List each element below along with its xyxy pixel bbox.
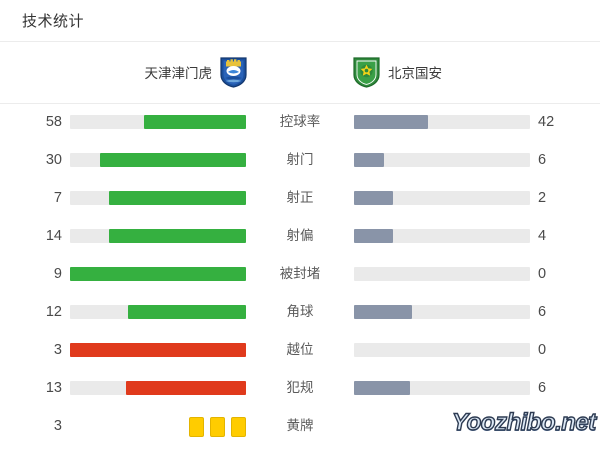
home-value: 3: [53, 418, 62, 434]
stat-label: 射门: [286, 152, 314, 167]
home-bar-track: [70, 343, 246, 357]
home-bar-track: [70, 115, 246, 129]
away-bar-fill: [354, 115, 428, 129]
home-bar-fill: [108, 191, 246, 205]
away-bar-fill: [354, 191, 393, 205]
away-value: 0: [538, 266, 547, 282]
stat-label: 被封堵: [279, 266, 321, 281]
away-bar-track: [354, 267, 530, 281]
teams-header: 天津津门虎 北京国安: [0, 41, 600, 103]
stat-row: 12 角球 6: [0, 293, 600, 331]
stat-label: 射偏: [286, 228, 314, 243]
home-team-name: 天津津门虎: [144, 66, 213, 81]
page-title: 技术统计: [22, 13, 85, 30]
home-bar-track: [70, 381, 246, 395]
away-bar-track: [354, 115, 530, 129]
home-value: 12: [45, 304, 62, 320]
home-bar-track: [70, 229, 246, 243]
home-value: 9: [53, 266, 62, 282]
yellow-card-icon: [231, 417, 246, 437]
away-value: 0: [538, 342, 547, 358]
home-bar-fill: [128, 305, 246, 319]
home-value: 13: [45, 380, 62, 396]
home-value: 30: [45, 152, 62, 168]
home-bar-track: [70, 191, 246, 205]
stat-row: 14 射偏 4: [0, 217, 600, 255]
away-team-name: 北京国安: [388, 66, 442, 81]
home-bar-fill: [70, 267, 246, 281]
away-value: 6: [538, 152, 547, 168]
stat-label: 黄牌: [286, 418, 314, 433]
away-bar-track: [354, 229, 530, 243]
blue-shield-crest-icon: [220, 57, 247, 88]
home-bar-track: [70, 153, 246, 167]
home-yellow-cards: [70, 417, 246, 437]
home-value: 3: [53, 342, 62, 358]
yellow-card-icon: [210, 417, 225, 437]
yellow-card-icon: [189, 417, 204, 437]
away-bar-track: [354, 381, 530, 395]
home-bar-track: [70, 267, 246, 281]
away-bar-fill: [354, 305, 413, 319]
away-value: 42: [538, 114, 555, 130]
home-bar-track: [70, 305, 246, 319]
header-divider: [0, 41, 600, 42]
stat-rows: 58 控球率 42 30 射门 6 7 射正 2 14 射偏 4 9 被封堵 0 12 角球 6 3 越位 0 13 犯规 6…: [0, 103, 600, 445]
stat-row: 58 控球率 42: [0, 103, 600, 141]
away-bar-track: [354, 305, 530, 319]
away-bar-track: [354, 191, 530, 205]
stat-row: 3 越位 0: [0, 331, 600, 369]
home-value: 7: [53, 190, 62, 206]
stat-label: 越位: [286, 342, 314, 357]
home-bar-fill: [108, 229, 246, 243]
stat-row: 30 射门 6: [0, 141, 600, 179]
away-value: 6: [538, 380, 547, 396]
away-value: 4: [538, 228, 547, 244]
stat-row: 9 被封堵 0: [0, 255, 600, 293]
away-bar-track: [354, 153, 530, 167]
home-bar-fill: [126, 381, 246, 395]
home-value: 58: [45, 114, 62, 130]
stat-label: 控球率: [279, 114, 321, 129]
home-bar-fill: [143, 115, 246, 129]
away-value: 2: [538, 190, 547, 206]
away-value: 6: [538, 304, 547, 320]
away-team[interactable]: 北京国安: [338, 41, 600, 103]
green-shield-crest-icon: [353, 57, 380, 88]
home-value: 14: [45, 228, 62, 244]
away-bar-fill: [354, 229, 393, 243]
away-bar-track: [354, 343, 530, 357]
home-bar-fill: [99, 153, 246, 167]
stat-label: 角球: [286, 304, 314, 319]
home-bar-fill: [70, 343, 246, 357]
away-bar-fill: [354, 153, 384, 167]
watermark: Yoozhibo.net: [451, 408, 597, 436]
stat-row: 13 犯规 6: [0, 369, 600, 407]
stat-label: 犯规: [286, 380, 314, 395]
stat-row: 7 射正 2: [0, 179, 600, 217]
teams-divider: [0, 103, 600, 104]
stat-label: 射正: [286, 190, 314, 205]
stat-row: 3 黄牌: [0, 407, 600, 445]
away-bar-fill: [354, 381, 411, 395]
home-team[interactable]: 天津津门虎: [0, 41, 262, 103]
